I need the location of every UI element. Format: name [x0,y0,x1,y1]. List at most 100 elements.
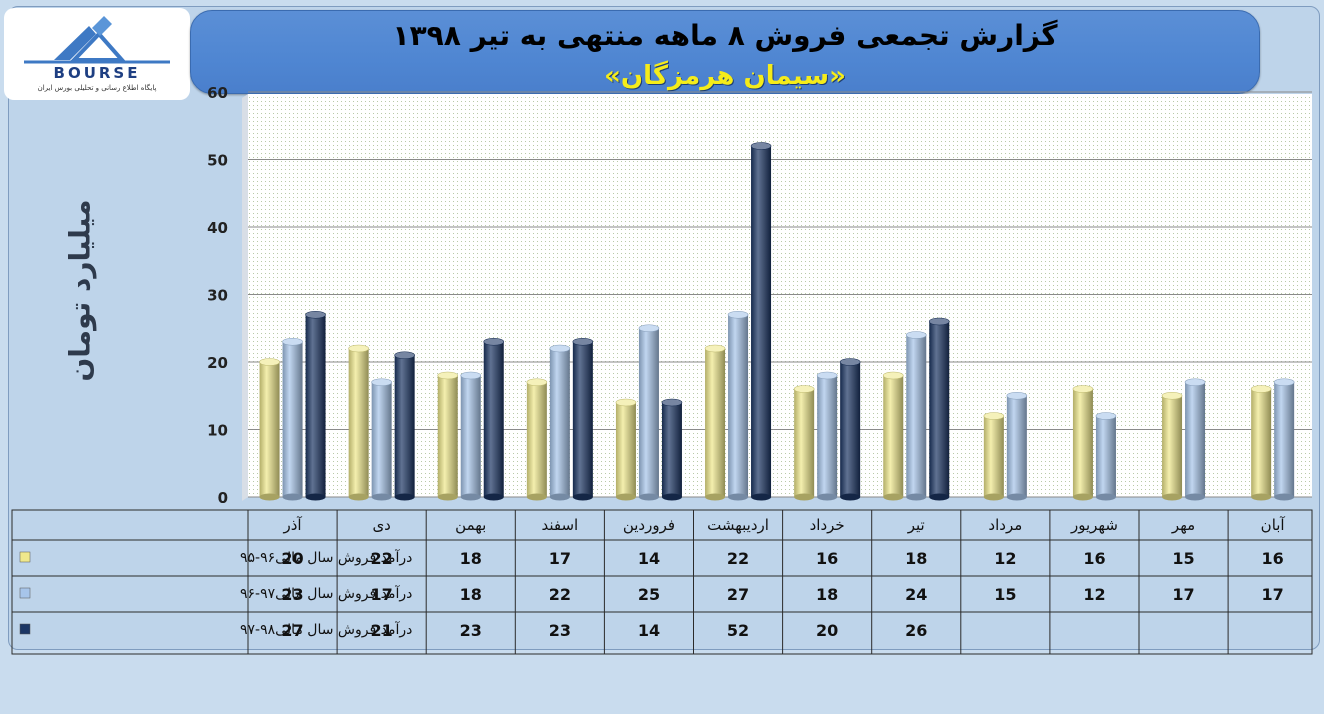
bar-base [305,493,326,501]
bar [615,402,636,497]
table-value: 52 [727,621,749,640]
bar-top [905,331,927,339]
table-value: 15 [994,585,1016,604]
bar [705,348,726,497]
table-value: 23 [281,585,303,604]
table-value: 23 [460,621,482,640]
bar-top [526,378,548,387]
logo-text: BOURSE [53,64,141,82]
bar [371,382,392,497]
y-tick-label: 30 [207,287,228,305]
logo-tagline: پایگاه اطلاع رسانی و تحلیلی بورس ایران [37,84,157,92]
bar [437,375,458,497]
table-value: 25 [638,585,660,604]
bar-top [259,358,280,366]
bar-top [305,310,326,319]
bar [883,375,904,497]
table-value: 27 [727,585,749,604]
bar-base [817,493,838,501]
table-value: 18 [460,549,482,568]
bar [1162,395,1183,497]
category-label: اردیبهشت [707,516,769,534]
table-value: 16 [816,549,838,568]
table-value: 12 [994,549,1016,568]
bar-top [615,398,637,407]
table-value: 16 [1262,549,1284,568]
bar-base [638,493,659,501]
category-label: مهر [1171,516,1195,534]
bar [661,402,682,497]
bar-top [460,371,482,380]
legend-label: درآمد فروش سال مالی۹۶-۹۵ [240,549,412,566]
bar-base [348,493,369,501]
bar [460,375,481,497]
chart-subtitle: «سیمان هرمزگان» [604,61,846,91]
bar-base [1072,493,1093,501]
table-value: 12 [1083,585,1105,604]
bar-top [1250,385,1272,393]
bar [1095,416,1116,497]
bar-base [371,493,392,501]
bar [983,416,1004,497]
bar-top [371,378,392,387]
bar-top [839,358,861,366]
bar-top [638,324,660,333]
bar-base [1162,493,1183,501]
table-value: 17 [549,549,571,568]
bar-top [727,310,749,319]
legend-label: درآمد فروش سال مالی۹۸-۹۷ [240,621,412,638]
bar [394,355,415,497]
y-tick-label: 40 [207,219,228,237]
bar-top [1095,412,1117,420]
table-value: 27 [281,621,303,640]
bar-top [282,337,303,346]
table-value: 21 [371,621,393,640]
bar [348,348,369,497]
chart-title: گزارش تجمعی فروش ۸ ماهه منتهی به تیر ۱۳۹… [392,19,1058,52]
data-table-border [11,509,1313,655]
bar-base [705,493,726,501]
bar-base [751,493,772,501]
bar-base [437,493,458,501]
table-value: 15 [1172,549,1194,568]
category-label: دی [372,516,390,534]
bar-base [549,493,570,501]
table-value: 24 [905,585,927,604]
table-value: 17 [371,585,393,604]
bar-base [1006,493,1027,501]
table-value: 16 [1083,549,1105,568]
bar [1072,389,1093,497]
table-value: 17 [1172,585,1194,604]
category-label: آذر [283,516,303,534]
legend-swatch [19,551,31,563]
y-tick-label: 50 [207,152,228,170]
bar-base [259,493,280,501]
logo-mark-icon [24,16,170,64]
category-label: خرداد [810,516,845,534]
bar-top [437,371,459,380]
bar-top [704,344,726,353]
table-value: 26 [905,621,927,640]
bar-top [572,337,594,346]
bar [840,362,861,497]
bar-top [1273,378,1295,387]
bar-top [483,337,505,346]
bar-base [394,493,415,501]
bar [1006,395,1027,497]
bar-top [816,371,838,380]
category-label: تیر [907,516,925,534]
bar [906,335,927,497]
table-value: 23 [549,621,571,640]
table-value: 18 [905,549,927,568]
bar [794,389,815,497]
bar-base [615,493,636,501]
legend-swatch [19,623,31,635]
title-banner: گزارش تجمعی فروش ۸ ماهه منتهی به تیر ۱۳۹… [190,10,1260,94]
bar-base [526,493,547,501]
bar-top [1184,378,1206,387]
bar-base [282,493,303,501]
bar-base [1274,493,1295,501]
table-value: 22 [549,585,571,604]
plot-side-wall [242,94,248,501]
bar [282,341,303,497]
